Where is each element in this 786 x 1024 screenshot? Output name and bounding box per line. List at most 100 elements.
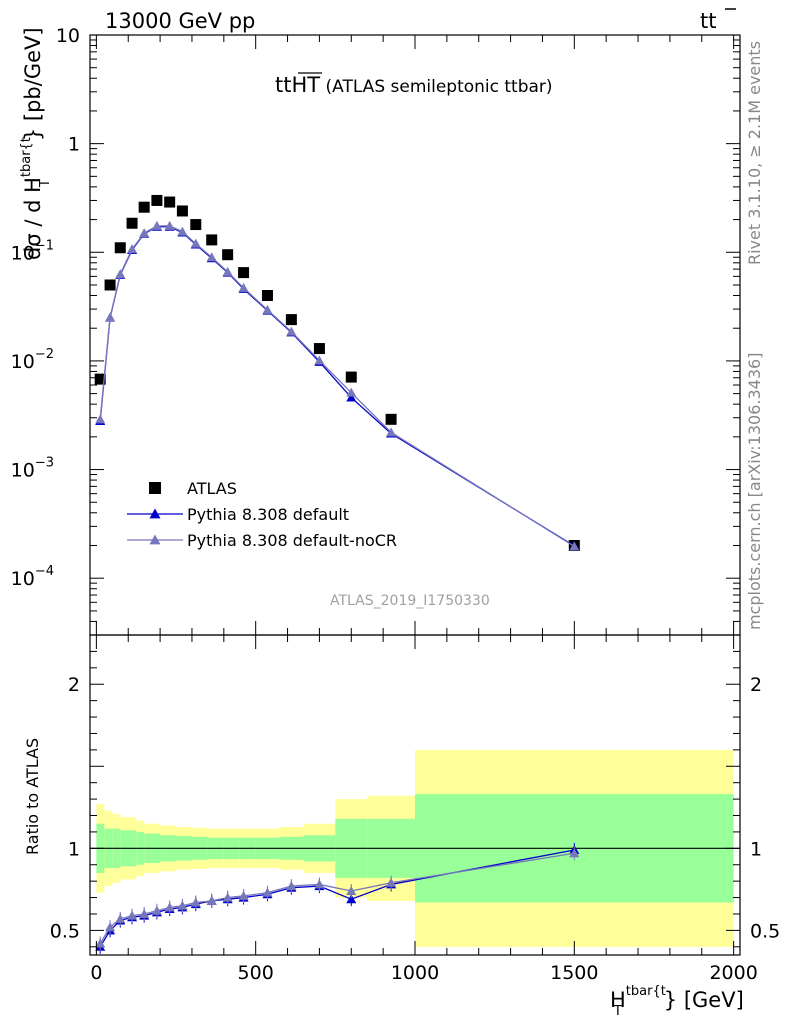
nocr-ratio-point — [115, 913, 126, 923]
atlas-point — [222, 249, 234, 261]
atlas-point — [345, 371, 357, 383]
nocr-line — [99, 225, 575, 547]
nocr-ratio-point — [164, 902, 175, 912]
header-energy: 13000 GeV pp — [105, 9, 255, 33]
nocr-point — [105, 312, 116, 322]
atlas-point — [190, 219, 202, 231]
y-tick-base: 10 — [11, 568, 35, 590]
atlas-point — [104, 279, 116, 291]
atlas-point — [138, 201, 150, 213]
ratio-y-tick-label-right: 2 — [750, 674, 762, 696]
watermark: ATLAS_2019_I1750330 — [330, 593, 490, 609]
x-tick-label: 500 — [238, 962, 274, 984]
ratio-y-tick-label: 1 — [68, 838, 80, 860]
nocr-point — [190, 238, 201, 248]
y-tick-exponent: −3 — [35, 456, 54, 471]
atlas-point — [261, 290, 273, 302]
main-plot-content — [94, 194, 580, 551]
nocr-point — [262, 304, 273, 314]
legend-label: Pythia 8.308 default-noCR — [187, 531, 397, 550]
nocr-ratio-point — [222, 892, 233, 902]
nocr-point — [569, 541, 580, 551]
nocr-ratio-point — [314, 879, 325, 889]
y-tick-base: 10 — [11, 351, 35, 373]
y-tick-exponent: −2 — [35, 347, 54, 362]
atlas-point — [313, 343, 325, 355]
x-axis-label: Htbar{t T} [GeV] — [610, 984, 744, 1019]
main-x-ticks — [95, 35, 735, 635]
default-line — [99, 226, 575, 547]
nocr-point — [206, 252, 217, 262]
ratio-y-tick-label: 0.5 — [50, 920, 80, 942]
x-tick-label: 1500 — [550, 962, 598, 984]
y-tick-label: 10−2 — [11, 347, 54, 373]
nocr-point — [222, 266, 233, 276]
x-tick-label: 0 — [90, 962, 102, 984]
nocr-ratio-point — [95, 938, 106, 948]
nocr-point — [286, 326, 297, 336]
y-tick-base: 10 — [11, 242, 35, 264]
y-tick-label: 10 — [56, 25, 80, 47]
ratio-y-axis: 0.5 0.5 1 1 2 2 — [50, 650, 780, 948]
nocr-ratio-point — [386, 877, 397, 887]
nocr-point — [151, 220, 162, 230]
nocr-ratio-point — [206, 895, 217, 905]
nocr-ratio-point — [151, 905, 162, 915]
ratio-y-tick-label-right: 0.5 — [750, 920, 780, 942]
atlas-point — [151, 194, 163, 206]
nocr-point — [127, 244, 138, 254]
header-process: tt — [700, 8, 736, 33]
nocr-ratio-point — [139, 908, 150, 918]
svg-text:tt: tt — [700, 9, 716, 33]
nocr-point — [238, 282, 249, 292]
y-tick-label: 10−4 — [11, 564, 54, 590]
ratio-y-axis-label: Ratio to ATLAS — [23, 738, 42, 855]
atlas-point — [126, 217, 138, 229]
atlas-point — [206, 234, 218, 246]
main-y-axis-label: dσ / d Htbar{tT} [pb/GeV] — [19, 27, 53, 260]
legend-marker — [149, 534, 161, 545]
ratio-y-tick-label: 2 — [68, 674, 80, 696]
legend-label: Pythia 8.308 default — [187, 505, 349, 524]
nocr-ratio-point — [569, 848, 580, 858]
atlas-point — [385, 413, 397, 425]
ratio-plot-content — [90, 749, 740, 954]
x-tick-label: 1000 — [391, 962, 439, 984]
legend-label: ATLAS — [187, 479, 237, 498]
atlas-point — [94, 373, 106, 385]
nocr-point — [177, 226, 188, 236]
nocr-point — [95, 414, 106, 424]
main-plot-title: ttHT (ATLAS semileptonic ttbar) — [275, 72, 553, 97]
nocr-ratio-point — [127, 910, 138, 920]
nocr-point — [164, 220, 175, 230]
ratio-y-tick-label-right: 1 — [750, 838, 762, 860]
x-axis: 0 500 1000 1500 2000 — [90, 635, 758, 984]
nocr-point — [346, 387, 357, 397]
x-tick-label: 2000 — [709, 962, 757, 984]
nocr-ratio-point — [286, 881, 297, 891]
nocr-ratio-point — [177, 900, 188, 910]
ratio-plot: 0.5 0.5 1 1 2 2 0 500 1000 1500 2000 Ratio to ATL… — [23, 634, 780, 984]
nocr-ratio-point — [190, 897, 201, 907]
nocr-point — [115, 269, 126, 279]
atlas-point — [164, 196, 176, 208]
legend-marker — [149, 508, 161, 519]
y-tick-label: 1 — [68, 134, 80, 156]
default-point — [346, 392, 357, 402]
nocr-point — [386, 427, 397, 437]
svg-text:ttHT (ATLAS semileptonic ttbar: ttHT (ATLAS semileptonic ttbar) — [275, 73, 553, 97]
default-ratio-point — [346, 894, 357, 904]
nocr-ratio-point — [238, 890, 249, 900]
nocr-point — [314, 355, 325, 365]
atlas-point — [176, 205, 188, 217]
nocr-ratio-point — [105, 922, 116, 932]
svg-text:dσ / d Htbar{tT} [pb/GeV]: dσ / d Htbar{tT} [pb/GeV] — [19, 27, 53, 260]
legend-marker-atlas — [149, 482, 161, 494]
atlas-point — [285, 314, 297, 326]
atlas-point — [238, 267, 250, 279]
nocr-point — [139, 228, 150, 238]
y-tick-exponent: −4 — [35, 564, 54, 579]
side-label-mcplots: mcplots.cern.ch [arXiv:1306.3436] — [745, 353, 764, 630]
